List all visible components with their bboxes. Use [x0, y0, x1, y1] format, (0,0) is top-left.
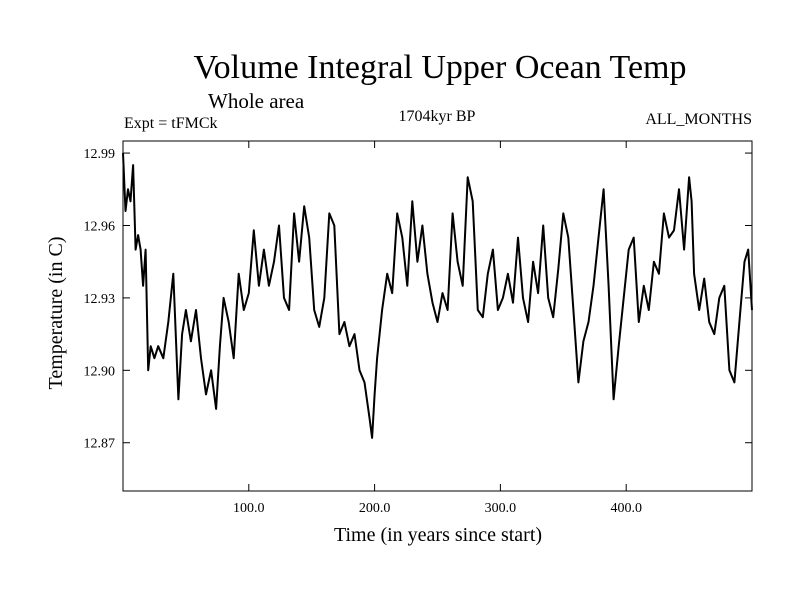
- y-tick-label: 12.87: [84, 437, 116, 452]
- x-tick-label: 200.0: [359, 501, 391, 516]
- experiment-label: Expt = tFMCk: [124, 115, 217, 132]
- period-label: 1704kyr BP: [399, 108, 476, 125]
- x-tick-label: 100.0: [233, 501, 265, 516]
- chart-subtitle: Whole area: [208, 89, 305, 113]
- y-tick-label: 12.99: [84, 147, 116, 162]
- y-tick-label: 12.93: [84, 292, 116, 307]
- plot-frame: [122, 140, 753, 492]
- plot-area: [122, 153, 753, 439]
- y-axis-label: Temperature (in C): [45, 237, 67, 390]
- months-label: ALL_MONTHS: [645, 111, 752, 128]
- x-tick-label: 400.0: [610, 501, 642, 516]
- y-tick-label: 12.90: [84, 364, 116, 379]
- x-axis-label: Time (in years since start): [334, 524, 542, 546]
- series-line: [122, 153, 753, 439]
- x-axis: 100.0 200.0 300.0 400.0: [233, 141, 642, 516]
- chart-title: Volume Integral Upper Ocean Temp: [194, 49, 687, 86]
- y-tick-label: 12.96: [84, 219, 116, 234]
- y-axis: 12.87 12.90 12.93 12.96 12.99: [84, 147, 752, 452]
- x-tick-label: 300.0: [485, 501, 517, 516]
